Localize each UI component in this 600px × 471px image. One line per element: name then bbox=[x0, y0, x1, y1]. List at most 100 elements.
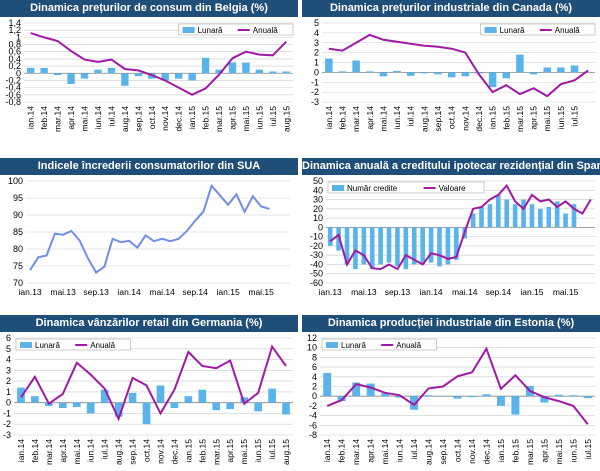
bar bbox=[323, 372, 332, 397]
y-tick-label: 40 bbox=[313, 185, 323, 195]
y-tick-label: -8 bbox=[309, 430, 317, 440]
bar bbox=[467, 396, 476, 398]
y-tick-label: -50 bbox=[310, 269, 323, 279]
legend-swatch-bar bbox=[20, 342, 32, 348]
x-tick-label: apr.15 bbox=[529, 106, 539, 130]
bar bbox=[269, 71, 277, 74]
x-tick-label: mar.14 bbox=[44, 439, 54, 465]
y-tick-label: 80 bbox=[13, 244, 23, 254]
bar bbox=[439, 395, 448, 397]
bar bbox=[352, 60, 360, 73]
x-tick-label: mai.15 bbox=[248, 287, 274, 297]
x-tick-label: apr.15 bbox=[225, 439, 235, 463]
x-tick-label: feb.15 bbox=[201, 106, 211, 130]
x-tick-label: feb.14 bbox=[338, 106, 348, 130]
legend-box bbox=[178, 23, 294, 36]
x-tick-label: feb.15 bbox=[510, 439, 520, 463]
legend-label: Lunară bbox=[198, 26, 223, 35]
x-tick-label: feb.14 bbox=[337, 439, 347, 463]
x-tick-label: ian.15 bbox=[217, 287, 240, 297]
y-tick-label: 2 bbox=[6, 376, 11, 386]
legend-label: Anuală bbox=[90, 341, 115, 350]
bar bbox=[583, 396, 592, 399]
bar bbox=[201, 57, 210, 74]
bar bbox=[482, 394, 491, 397]
bar bbox=[403, 227, 409, 270]
y-tick-label: -0,4 bbox=[5, 83, 21, 93]
y-tick-label: -3 bbox=[311, 97, 319, 107]
y-tick-label: -6 bbox=[309, 420, 317, 430]
y-tick-label: 0,8 bbox=[8, 40, 21, 50]
bar bbox=[563, 213, 568, 228]
x-tick-label: ian.14 bbox=[324, 106, 334, 129]
x-tick-label: ian.15 bbox=[488, 106, 498, 129]
x-tick-label: iun.14 bbox=[392, 106, 402, 129]
bar bbox=[336, 227, 341, 251]
bar bbox=[570, 65, 579, 73]
x-tick-label: mai.14 bbox=[380, 439, 390, 465]
bar bbox=[496, 194, 501, 228]
legend-label: Anuală bbox=[555, 26, 580, 35]
bar bbox=[521, 199, 526, 228]
x-tick-label: feb.15 bbox=[197, 439, 207, 463]
bar bbox=[254, 402, 262, 412]
x-tick-label: sep.14 bbox=[128, 439, 138, 465]
panel-estonia-productie: Dinamica producției industriale din Esto… bbox=[302, 315, 600, 471]
y-tick-label: 70 bbox=[13, 278, 23, 288]
x-tick-label: mai.15 bbox=[554, 439, 564, 465]
panel-germania-retail: Dinamica vânzărilor retail din Germania … bbox=[0, 315, 298, 471]
bar bbox=[554, 394, 563, 397]
bar bbox=[242, 62, 250, 74]
x-tick-label: sep.13 bbox=[385, 287, 411, 297]
y-tick-label: 10 bbox=[313, 213, 323, 223]
bar bbox=[170, 402, 179, 409]
y-tick-label: 1 bbox=[6, 387, 11, 397]
x-tick-label: aug.14 bbox=[114, 439, 124, 465]
x-tick-label: iul.15 bbox=[267, 439, 277, 460]
bar bbox=[437, 227, 442, 267]
y-tick-label: 0 bbox=[6, 398, 11, 408]
y-tick-label: -1 bbox=[311, 77, 319, 87]
x-tick-label: apr.14 bbox=[58, 439, 68, 463]
x-tick-label: mai.15 bbox=[241, 106, 251, 132]
legend-label: Lunară bbox=[35, 341, 60, 350]
y-tick-label: 0,6 bbox=[8, 47, 21, 57]
series-line bbox=[29, 183, 270, 274]
x-tick-label: mar.15 bbox=[214, 106, 224, 132]
x-tick-label: dec.14 bbox=[474, 106, 484, 132]
bar bbox=[174, 73, 183, 79]
y-tick-label: 90 bbox=[13, 210, 23, 220]
bar bbox=[447, 72, 456, 78]
bar bbox=[212, 402, 221, 411]
y-tick-label: -2 bbox=[3, 419, 11, 429]
y-tick-label: 5 bbox=[314, 18, 319, 28]
y-tick-label: 30 bbox=[313, 195, 323, 205]
legend-swatch-bar bbox=[484, 27, 497, 33]
bar bbox=[453, 396, 462, 399]
bar bbox=[255, 69, 264, 74]
bar bbox=[529, 72, 538, 75]
x-tick-label: apr.14 bbox=[366, 439, 376, 463]
x-tick-label: oct.14 bbox=[142, 439, 152, 462]
y-tick-label: 4 bbox=[6, 355, 11, 365]
x-tick-label: iul.14 bbox=[100, 439, 110, 460]
bar bbox=[381, 393, 390, 397]
legend-label: Număr credite bbox=[347, 184, 398, 193]
bar bbox=[344, 227, 350, 265]
x-tick-label: iun.15 bbox=[568, 439, 578, 462]
y-tick-label: -2 bbox=[309, 401, 317, 411]
y-tick-label: -2 bbox=[311, 87, 319, 97]
bar bbox=[410, 396, 419, 410]
x-tick-label: iul.15 bbox=[268, 106, 278, 127]
x-tick-label: mai.15 bbox=[553, 287, 579, 297]
y-tick-label: 3 bbox=[6, 365, 11, 375]
bar bbox=[27, 67, 35, 74]
bar bbox=[502, 72, 511, 79]
x-tick-label: mar.14 bbox=[53, 106, 63, 132]
y-tick-label: 12 bbox=[307, 333, 317, 343]
bar bbox=[86, 402, 95, 414]
bar bbox=[395, 396, 404, 398]
bar bbox=[134, 73, 143, 77]
bar bbox=[512, 204, 518, 228]
